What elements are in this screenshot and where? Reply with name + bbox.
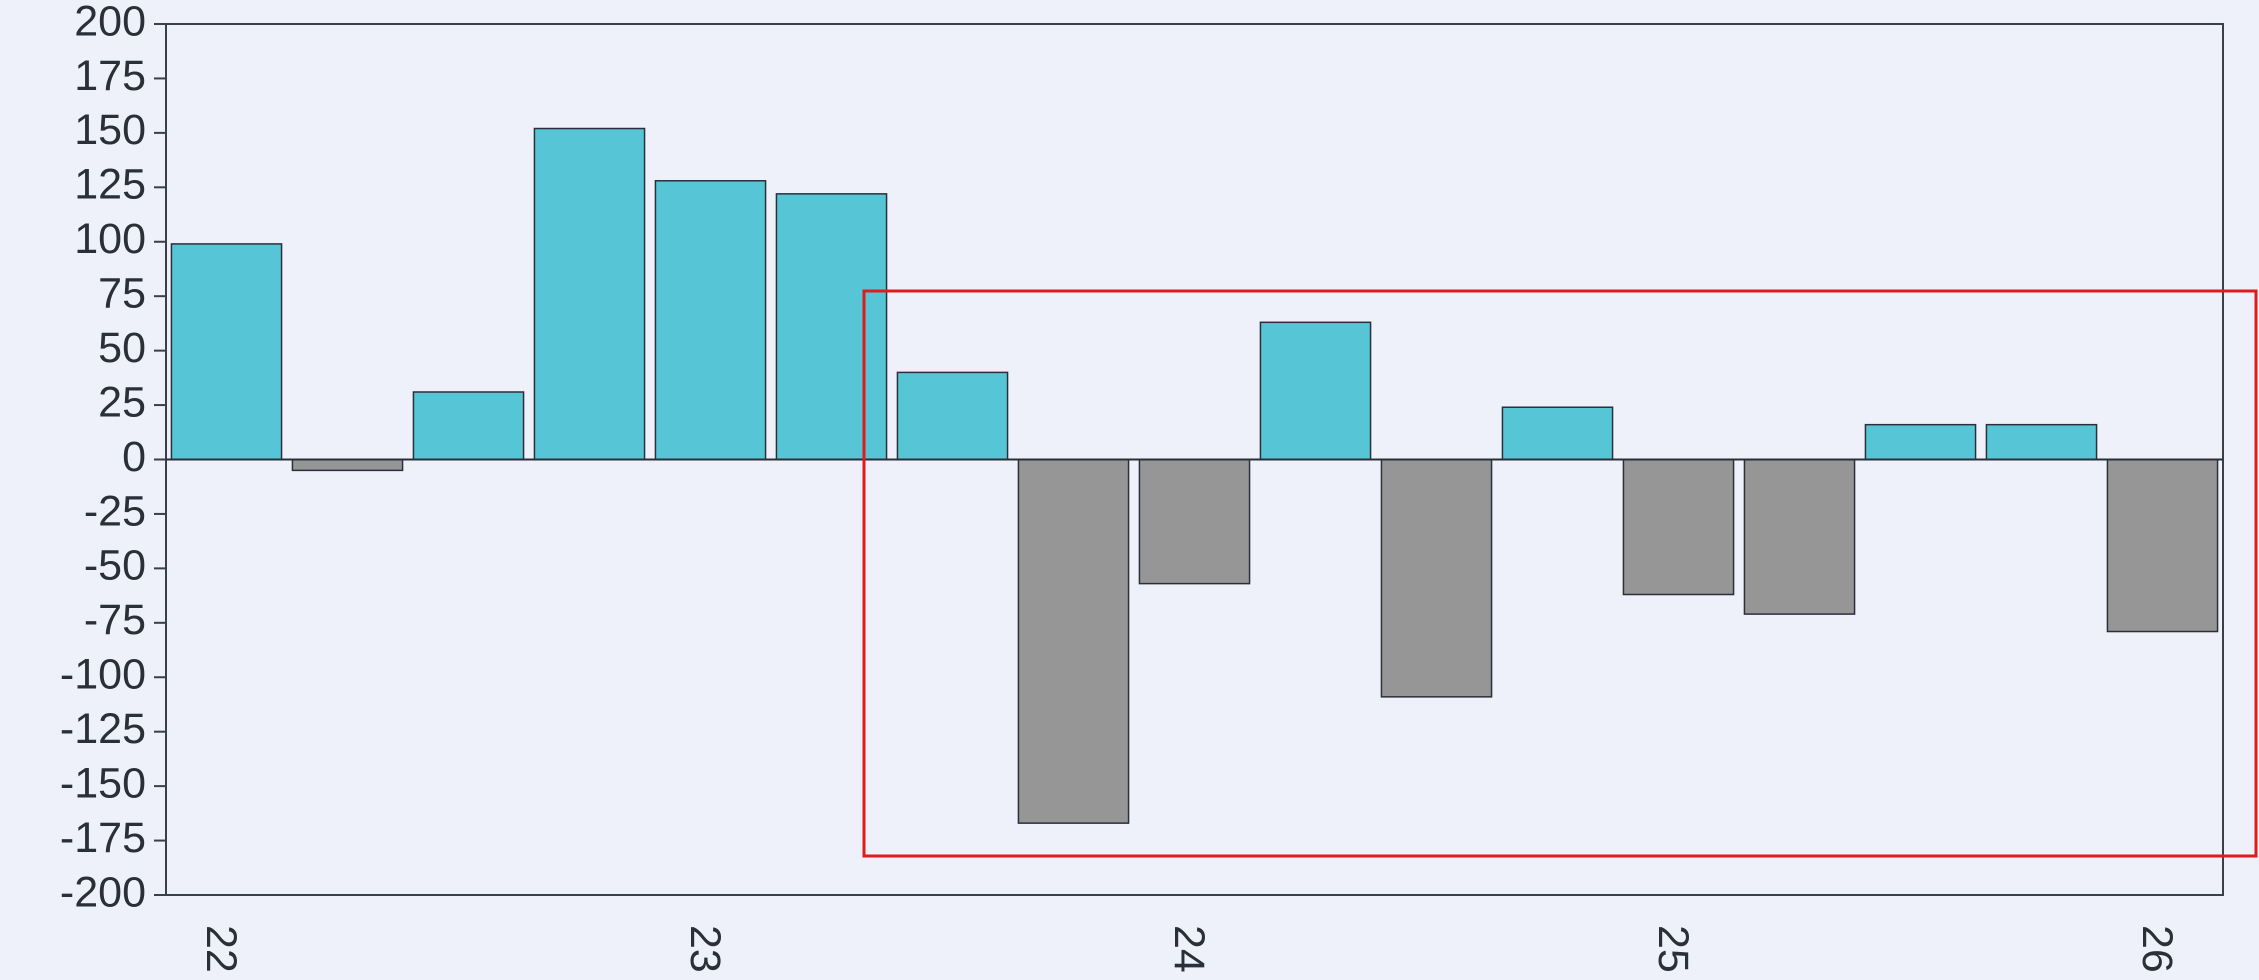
bar (291, 458, 404, 472)
y-tick-label: -100 (60, 651, 146, 699)
y-tick-label: 100 (74, 215, 146, 263)
x-tick-label: 23 (681, 925, 729, 973)
bar (170, 243, 283, 461)
x-tick-label: 25 (1649, 925, 1697, 973)
y-tick-label: 175 (74, 52, 146, 100)
y-tick-label: 50 (98, 324, 146, 372)
highlight-box (862, 289, 2258, 858)
x-tick-label: 24 (1165, 925, 1213, 973)
y-tick-label: -75 (84, 596, 146, 644)
bar (1985, 423, 2098, 461)
y-tick-label: -175 (60, 814, 146, 862)
y-tick-label: 200 (74, 0, 146, 45)
bar (1864, 423, 1977, 461)
bar (1622, 458, 1735, 596)
y-tick-label: -50 (84, 542, 146, 590)
bar (2106, 458, 2219, 633)
x-tick-label: 22 (197, 925, 245, 973)
bar (1138, 458, 1251, 585)
bar (1017, 458, 1130, 824)
bar (775, 193, 888, 461)
x-tick-label: 26 (2133, 925, 2181, 973)
y-tick-label: -200 (60, 868, 146, 916)
bar (1380, 458, 1493, 698)
y-tick-label: -150 (60, 759, 146, 807)
y-tick-label: 0 (122, 433, 146, 481)
y-tick-label: 125 (74, 161, 146, 209)
bar (412, 391, 525, 461)
y-tick-label: 75 (98, 270, 146, 318)
bar (654, 180, 767, 461)
bar (1743, 458, 1856, 615)
plot: -200 -175 -150 -125 -100 -75 -50 -25 0 25 50 75 100 1… (60, 0, 2223, 973)
y-tick-label: 150 (74, 106, 146, 154)
bar (1501, 406, 1614, 461)
bar (533, 127, 646, 461)
bar (1259, 321, 1372, 461)
y-tick-label: -25 (84, 487, 146, 535)
y-tick-label: 25 (98, 378, 146, 426)
y-tick-label: -125 (60, 705, 146, 753)
bar (896, 371, 1009, 461)
